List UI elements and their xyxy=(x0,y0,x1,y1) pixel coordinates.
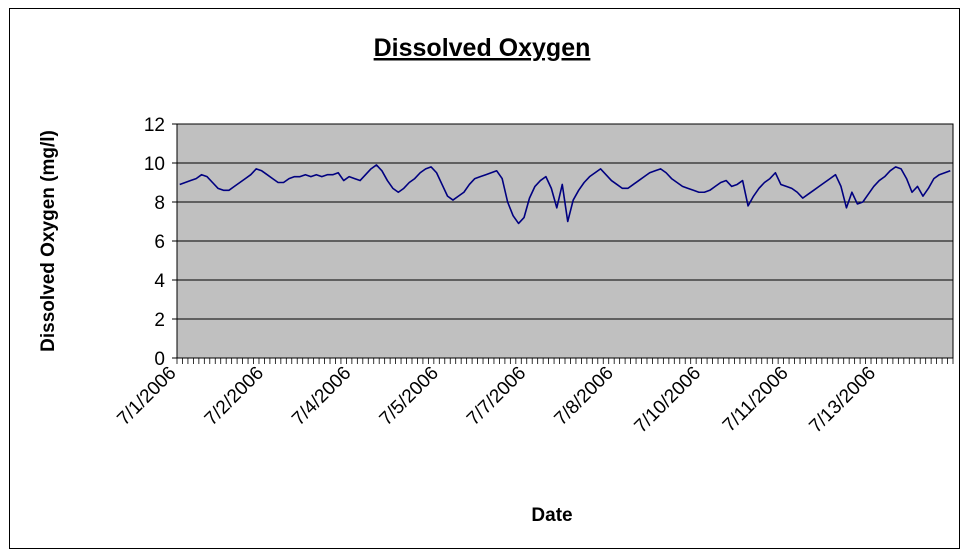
y-tick-label: 12 xyxy=(144,115,165,136)
y-axis-title: Dissolved Oxygen (mg/l) xyxy=(38,130,59,352)
chart-title: Dissolved Oxygen xyxy=(374,34,591,62)
data-line xyxy=(179,164,951,225)
y-tick-label: 10 xyxy=(144,154,165,175)
y-tick-label: 0 xyxy=(154,349,165,370)
y-tick-label: 6 xyxy=(154,232,165,253)
y-tick-label: 4 xyxy=(154,271,165,292)
y-tick-label: 8 xyxy=(154,193,165,214)
y-tick-label: 2 xyxy=(154,310,165,331)
x-axis-title: Date xyxy=(531,505,572,526)
